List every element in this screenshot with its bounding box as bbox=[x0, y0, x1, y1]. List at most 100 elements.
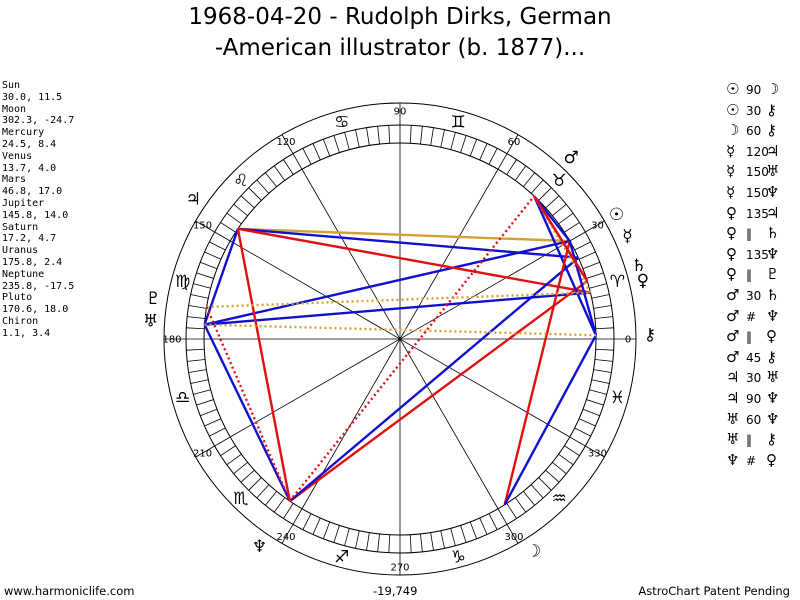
aspect-angle: ‖ bbox=[746, 433, 752, 448]
aspect-row: ☽ 60 ⚷ bbox=[726, 121, 779, 142]
degree-tick bbox=[187, 316, 206, 319]
degree-tick bbox=[591, 379, 610, 384]
degree-tick bbox=[420, 126, 423, 145]
aspect-line bbox=[503, 334, 598, 506]
degree-tick bbox=[409, 534, 412, 553]
uranus-glyph-icon: ♅ bbox=[766, 162, 780, 181]
aspect-angle: 60 bbox=[746, 412, 762, 427]
degree-tick bbox=[564, 445, 580, 456]
degree-tick bbox=[209, 241, 226, 251]
sign-divider bbox=[281, 524, 294, 544]
sign-divider bbox=[195, 445, 215, 458]
angle-label: 30 bbox=[591, 221, 604, 232]
degree-tick bbox=[233, 204, 248, 216]
degree-tick bbox=[333, 525, 340, 543]
aspect-angle: ‖ bbox=[746, 268, 752, 283]
aspect-line bbox=[289, 280, 588, 503]
degree-tick bbox=[273, 165, 286, 181]
aspect-line bbox=[288, 195, 536, 502]
degree-tick bbox=[196, 399, 214, 406]
aspect-row: ♂ 45 ⚷ bbox=[726, 348, 779, 369]
aspect-row: ☿ 150♅ bbox=[726, 162, 779, 183]
degree-tick bbox=[569, 436, 586, 447]
scorpio-sign-icon: ♏ bbox=[233, 489, 248, 509]
footer-value: -19,749 bbox=[373, 584, 418, 598]
aspect-row: ♀ ‖ ♄ bbox=[726, 224, 779, 245]
aspect-angle: 30 bbox=[746, 103, 762, 118]
degree-tick bbox=[322, 521, 331, 539]
degree-tick bbox=[574, 427, 591, 437]
degree-tick bbox=[377, 533, 380, 552]
sun-glyph-icon: ☉ bbox=[726, 100, 740, 119]
mercury-glyph-icon: ☿ bbox=[726, 162, 736, 181]
chiron-glyph-icon: ⚷ bbox=[766, 100, 777, 119]
degree-tick bbox=[214, 436, 231, 447]
aspect-angle: 30 bbox=[746, 371, 762, 386]
neptune-glyph-icon: ♆ bbox=[766, 306, 780, 325]
degree-tick bbox=[586, 272, 604, 279]
planet-position-neptune: 235.8, -17.5 bbox=[2, 280, 75, 292]
angle-label: 120 bbox=[276, 137, 295, 148]
jupiter-glyph-icon: ♃ bbox=[766, 141, 780, 160]
degree-tick bbox=[187, 359, 206, 362]
degree-tick bbox=[530, 179, 544, 194]
degree-tick bbox=[564, 222, 580, 233]
chiron-glyph-icon: ⚷ bbox=[766, 121, 777, 140]
degree-tick bbox=[440, 129, 445, 148]
degree-tick bbox=[506, 503, 517, 519]
aspect-line bbox=[204, 323, 596, 337]
taurus-sign-icon: ♉ bbox=[551, 171, 566, 191]
degree-tick bbox=[595, 348, 614, 351]
planet-position-sun: 30.0, 11.5 bbox=[2, 91, 63, 103]
moon-glyph-icon: ☽ bbox=[766, 80, 780, 98]
degree-tick bbox=[558, 212, 574, 225]
planet-position-pluto: 170.6, 18.0 bbox=[2, 304, 69, 316]
cancer-sign-icon: ♋ bbox=[334, 113, 349, 133]
degree-tick bbox=[591, 294, 610, 299]
angle-label: 270 bbox=[390, 563, 409, 574]
aspect-angle: 60 bbox=[746, 124, 762, 139]
degree-tick bbox=[497, 153, 508, 170]
degree-tick bbox=[450, 528, 456, 546]
libra-sign-icon: ♎ bbox=[175, 388, 190, 408]
aspect-line bbox=[237, 227, 570, 243]
aspect-row: ♀ ‖ ♇ bbox=[726, 265, 779, 286]
planet-position-venus: 13.7, 4.0 bbox=[2, 162, 57, 174]
degree-tick bbox=[312, 517, 321, 535]
degree-tick bbox=[193, 389, 211, 395]
aspect-angle: # bbox=[746, 453, 757, 468]
degree-tick bbox=[538, 477, 552, 491]
moon-planet-icon: ☽ bbox=[526, 541, 541, 561]
aspect-line bbox=[237, 227, 579, 259]
degree-tick bbox=[409, 125, 412, 144]
footer-website: www.harmoniclife.com bbox=[4, 584, 135, 598]
aspect-angle: 135 bbox=[746, 247, 769, 262]
neptune-glyph-icon: ♆ bbox=[766, 409, 780, 428]
degree-tick bbox=[388, 534, 391, 553]
uranus-planet-icon: ♅ bbox=[143, 312, 158, 332]
degree-tick bbox=[233, 462, 248, 474]
mercury-glyph-icon: ☿ bbox=[726, 182, 736, 201]
degree-tick bbox=[344, 528, 350, 546]
aspect-line bbox=[205, 306, 291, 502]
degree-tick bbox=[523, 172, 535, 187]
degree-tick bbox=[514, 165, 527, 181]
aspect-line bbox=[503, 240, 571, 505]
degree-tick bbox=[366, 532, 370, 551]
degree-tick bbox=[333, 135, 340, 153]
angle-label: 210 bbox=[193, 449, 212, 460]
aspect-angle: 135 bbox=[746, 206, 769, 221]
planet-position-uranus: 175.8, 2.4 bbox=[2, 256, 63, 268]
venus-glyph-icon: ♀ bbox=[726, 265, 737, 284]
mars-glyph-icon: ♂ bbox=[726, 347, 740, 366]
planet-name-moon: Moon bbox=[2, 103, 27, 115]
degree-tick bbox=[188, 305, 207, 309]
house-spoke bbox=[230, 240, 570, 438]
aspect-row: ♂ # ♆ bbox=[726, 307, 779, 328]
degree-tick bbox=[430, 532, 434, 551]
aspect-angle: 120 bbox=[746, 144, 769, 159]
angle-label: 330 bbox=[588, 449, 607, 460]
aspect-row: ☿ 150♆ bbox=[726, 183, 779, 204]
chiron-planet-icon: ⚷ bbox=[644, 325, 656, 345]
